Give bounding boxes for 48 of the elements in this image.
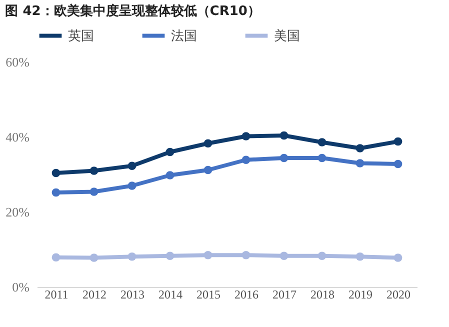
point bbox=[166, 252, 174, 260]
point bbox=[280, 131, 288, 140]
x-tick-label: 2013 bbox=[120, 288, 144, 302]
point bbox=[204, 250, 212, 260]
x-tick-label: 2015 bbox=[196, 288, 220, 302]
legend-label: 英国 bbox=[68, 28, 94, 44]
y-tick-label: 0% bbox=[12, 280, 30, 294]
point bbox=[242, 156, 250, 164]
point bbox=[280, 252, 288, 260]
point bbox=[90, 188, 98, 196]
point bbox=[394, 160, 402, 168]
point bbox=[280, 154, 288, 162]
point bbox=[356, 252, 364, 261]
point bbox=[52, 188, 60, 197]
y-tick-label: 40% bbox=[6, 130, 30, 144]
point bbox=[242, 250, 250, 260]
point bbox=[318, 252, 326, 260]
legend-label: 美国 bbox=[274, 28, 300, 44]
point bbox=[356, 159, 364, 168]
x-tick-label: 2014 bbox=[158, 288, 182, 302]
point bbox=[394, 137, 402, 146]
point bbox=[394, 254, 402, 262]
point bbox=[128, 182, 136, 190]
chart-title: 图 42：欧美集中度呈现整体较低（CR10） bbox=[5, 3, 260, 19]
point bbox=[128, 252, 136, 261]
x-tick-label: 2020 bbox=[386, 288, 410, 302]
point bbox=[318, 154, 326, 162]
point bbox=[166, 148, 174, 156]
y-tick-label: 20% bbox=[6, 204, 30, 220]
point bbox=[52, 168, 60, 178]
point bbox=[90, 166, 98, 175]
legend-label: 法国 bbox=[171, 28, 197, 44]
point bbox=[128, 162, 136, 170]
point bbox=[242, 132, 250, 140]
point bbox=[204, 139, 212, 148]
x-tick-label: 2011 bbox=[44, 288, 68, 302]
point bbox=[166, 171, 174, 180]
x-tick-label: 2016 bbox=[234, 288, 258, 302]
x-tick-label: 2017 bbox=[272, 288, 296, 302]
point bbox=[318, 138, 326, 146]
point bbox=[204, 166, 212, 174]
x-tick-label: 2012 bbox=[82, 288, 106, 302]
y-tick-label: 60% bbox=[6, 54, 30, 70]
x-tick-label: 2018 bbox=[310, 288, 334, 302]
point bbox=[52, 253, 60, 262]
point bbox=[90, 254, 98, 262]
x-tick-label: 2019 bbox=[348, 288, 372, 302]
point bbox=[356, 144, 364, 152]
